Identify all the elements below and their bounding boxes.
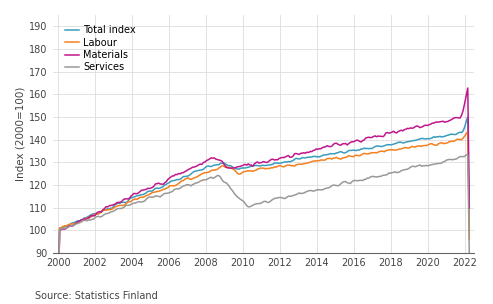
Labour: [137, 195, 143, 199]
Total index: [466, 227, 472, 231]
Total index: [327, 152, 333, 155]
Total index: [65, 224, 70, 228]
Total index: [137, 193, 143, 197]
Services: [65, 226, 70, 230]
Labour: [73, 221, 79, 225]
Total index: [213, 163, 219, 167]
Text: Source: Statistics Finland: Source: Statistics Finland: [35, 291, 157, 301]
Services: [408, 165, 414, 169]
Legend: Total index, Labour, Materials, Services: Total index, Labour, Materials, Services: [62, 22, 139, 75]
Materials: [213, 157, 219, 161]
Line: Services: Services: [58, 155, 469, 304]
Total index: [408, 140, 414, 143]
Labour: [65, 223, 70, 227]
Labour: [55, 303, 61, 304]
Materials: [465, 86, 471, 90]
Materials: [73, 221, 79, 224]
Materials: [466, 206, 472, 210]
Services: [327, 185, 333, 189]
Materials: [65, 226, 70, 229]
Services: [466, 254, 472, 258]
Materials: [327, 145, 333, 148]
Materials: [137, 190, 143, 193]
Services: [137, 200, 143, 204]
Line: Materials: Materials: [58, 88, 469, 304]
Labour: [466, 238, 472, 241]
Services: [213, 175, 219, 178]
Total index: [73, 219, 79, 223]
Total index: [465, 115, 471, 119]
Labour: [327, 157, 333, 160]
Line: Total index: Total index: [58, 117, 469, 304]
Y-axis label: Index (2000=100): Index (2000=100): [15, 87, 25, 181]
Labour: [213, 168, 219, 171]
Line: Labour: Labour: [58, 132, 469, 304]
Labour: [465, 130, 471, 133]
Services: [73, 222, 79, 226]
Services: [463, 153, 469, 157]
Total index: [55, 302, 61, 304]
Labour: [408, 145, 414, 149]
Materials: [408, 126, 414, 130]
